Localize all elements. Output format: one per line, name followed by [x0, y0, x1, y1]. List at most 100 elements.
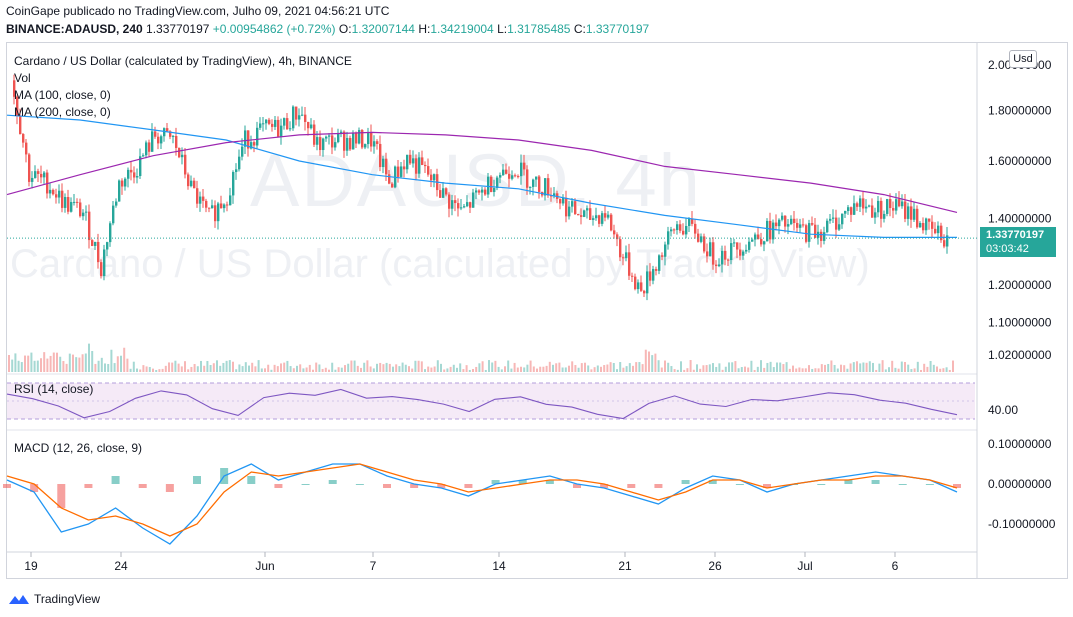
open-value: 1.32007144 — [351, 22, 415, 36]
candle-body — [379, 143, 382, 168]
volume-bar — [676, 369, 679, 372]
volume-bar — [91, 351, 94, 372]
volume-bar — [737, 368, 740, 372]
volume-bar — [904, 361, 906, 372]
rsi-line — [6, 388, 958, 420]
volume-bar — [273, 364, 276, 372]
volume-bar — [392, 366, 394, 372]
volume-bar — [721, 369, 724, 372]
candle-body — [676, 224, 679, 231]
volume-bar — [580, 363, 583, 372]
volume-bar — [753, 369, 756, 372]
volume-bar — [526, 364, 529, 372]
macd-histogram-bar — [817, 484, 826, 485]
macd-histogram-bar — [274, 484, 283, 488]
candle-body — [922, 223, 925, 231]
volume-bar — [849, 363, 852, 372]
volume-bar — [440, 363, 442, 372]
volume-bar — [673, 369, 676, 372]
macd-histogram-bar — [627, 484, 636, 488]
volume-bar — [216, 360, 218, 372]
volume-bar — [161, 368, 164, 372]
candle-body — [658, 255, 661, 271]
candle-body — [229, 195, 232, 206]
volume-bar — [251, 362, 254, 372]
macd-histogram-bar — [30, 484, 39, 492]
volume-bar — [264, 368, 266, 372]
volume-bar — [388, 363, 391, 372]
volume-bar — [868, 361, 871, 372]
candle-body — [790, 218, 793, 225]
volume-bar — [78, 357, 81, 372]
candle-body — [151, 131, 154, 152]
candle-body — [112, 205, 115, 224]
volume-bar — [792, 365, 794, 372]
candle-body — [859, 198, 862, 207]
volume-bar — [40, 358, 42, 372]
volume-bar — [24, 355, 26, 372]
candle-body — [352, 132, 355, 150]
candle-body — [757, 234, 760, 240]
volume-bar — [347, 363, 350, 372]
candle-body — [583, 210, 586, 217]
candle-body — [880, 200, 883, 219]
candle-body — [196, 188, 199, 204]
currency-button[interactable]: Usd — [1009, 50, 1037, 68]
volume-bar — [155, 369, 158, 372]
candle-body — [823, 232, 826, 241]
volume-bar — [529, 360, 532, 372]
candle-body — [217, 203, 220, 222]
candle-body — [127, 169, 130, 179]
candle-body — [871, 205, 874, 218]
volume-bar — [356, 365, 359, 372]
volume-bar — [408, 366, 410, 372]
low-value: 1.31785485 — [507, 22, 571, 36]
volume-bar — [11, 359, 14, 372]
volume-bar — [292, 368, 295, 372]
candle-body — [562, 197, 565, 204]
volume-bar — [750, 360, 753, 372]
volume-bar — [420, 361, 423, 372]
candle-body — [322, 138, 325, 151]
candle-body — [619, 239, 622, 258]
candle-body — [598, 215, 601, 224]
candle-body — [481, 189, 484, 193]
candle-body — [586, 208, 589, 211]
candle-body — [418, 157, 421, 174]
volume-bar — [107, 363, 110, 372]
macd-histogram-bar — [84, 484, 93, 488]
candle-body — [52, 189, 55, 195]
volume-bar — [705, 365, 708, 372]
candle-body — [160, 136, 163, 144]
candle-body — [862, 198, 865, 209]
candle-body — [121, 180, 124, 187]
volume-bar — [820, 364, 823, 372]
tradingview-logo[interactable]: TradingView — [8, 592, 100, 606]
volume-bar — [462, 369, 465, 372]
volume-bar — [244, 362, 247, 372]
macd-histogram-bar — [871, 480, 880, 484]
volume-bar — [350, 360, 353, 372]
volume-bar — [936, 366, 938, 372]
candle-body — [454, 200, 457, 204]
candle-body — [595, 215, 598, 219]
candle-body — [289, 128, 292, 130]
macd-histogram-bar — [247, 476, 256, 484]
candle-body — [943, 240, 946, 247]
candle-body — [487, 176, 490, 195]
volume-bar — [804, 368, 807, 372]
candle-body — [508, 173, 511, 179]
candle-body — [106, 242, 109, 250]
volume-bar — [228, 360, 231, 372]
candle-body — [529, 186, 532, 188]
volume-bar — [56, 352, 58, 372]
volume-bar — [289, 366, 292, 372]
volume-bar — [833, 364, 836, 372]
chart-frame[interactable] — [6, 42, 1068, 579]
candle-body — [649, 271, 652, 281]
volume-bar — [286, 360, 289, 372]
candle-body — [688, 218, 691, 227]
volume-bar — [689, 360, 692, 372]
volume-bar — [900, 361, 903, 372]
